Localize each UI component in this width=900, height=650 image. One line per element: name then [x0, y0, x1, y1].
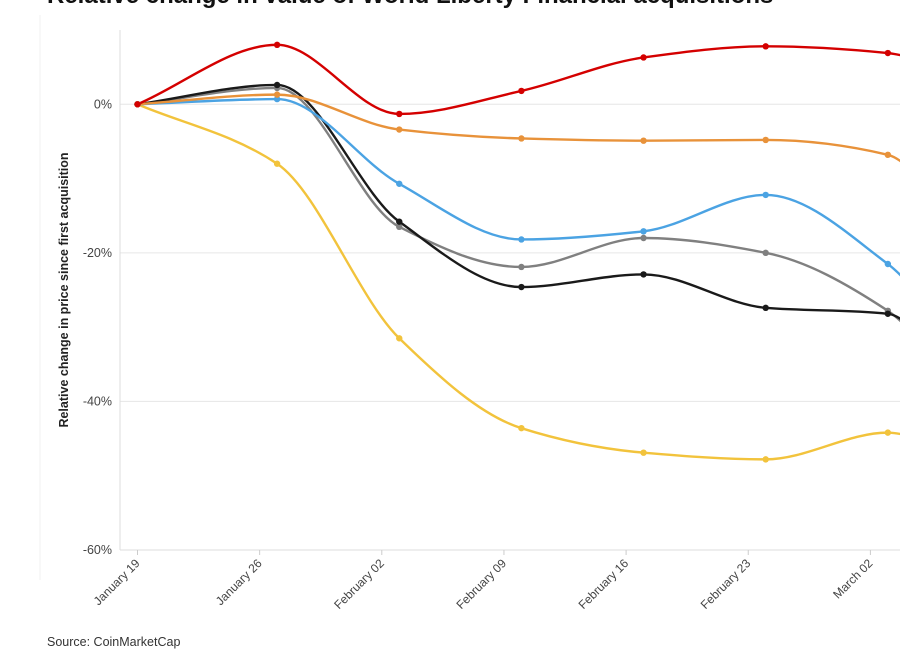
data-point-s4-2 — [396, 218, 403, 225]
data-point-s4-6 — [884, 310, 892, 317]
series-line-5 — [136, 103, 900, 461]
data-point-s0-5 — [762, 43, 769, 50]
chart-title: Relative change in value of World Libert… — [47, 0, 773, 9]
data-point-s5-4 — [640, 449, 647, 456]
series-line-2 — [136, 97, 900, 277]
data-point-s2-3 — [518, 236, 525, 243]
data-point-s0-4 — [640, 54, 647, 61]
data-point-s5-1 — [273, 160, 281, 167]
data-point-s1-5 — [762, 136, 769, 144]
data-point-s1-6 — [884, 151, 892, 158]
y-tick-label-0: 0% — [94, 97, 112, 111]
series-points — [134, 41, 892, 463]
x-tick-label-6: March 02 — [830, 556, 876, 602]
x-tick-labels: January 19 January 26 February 02 February … — [91, 556, 876, 612]
data-point-s5-2 — [396, 335, 403, 342]
data-point-s0-1 — [273, 41, 281, 49]
data-point-s1-1 — [273, 91, 281, 98]
axes — [39, 15, 900, 580]
data-point-s4-5 — [762, 304, 769, 312]
x-tick-label-5: February 23 — [698, 556, 754, 612]
y-tick-label-3: -60% — [83, 543, 112, 557]
y-axis-label: Relative change in price since first acq… — [57, 152, 71, 427]
series-line-3 — [136, 86, 900, 323]
data-point-s3-4 — [640, 234, 647, 242]
data-point-s3-5 — [762, 249, 769, 257]
data-point-s4-4 — [640, 271, 647, 278]
data-point-s1-3 — [518, 135, 525, 142]
data-point-s0-2 — [396, 110, 403, 118]
series-line-0 — [136, 43, 900, 116]
x-tick-label-4: February 16 — [576, 556, 632, 612]
data-point-s0-3 — [518, 87, 525, 95]
data-point-s4-1 — [273, 81, 281, 89]
data-point-s2-6 — [884, 260, 892, 268]
x-tick-label-0: January 19 — [91, 556, 143, 608]
data-point-s3-2 — [396, 223, 403, 231]
data-point-s5-5 — [762, 456, 769, 463]
data-point-s2-2 — [396, 180, 403, 187]
y-tick-labels: 0% -20% -40% -60% — [83, 97, 112, 557]
data-point-s2-1 — [273, 95, 281, 103]
x-tick-label-3: February 09 — [453, 556, 509, 612]
data-point-s5-6 — [884, 429, 892, 436]
series-lines — [136, 43, 900, 461]
data-point-s0-6 — [884, 49, 892, 57]
gridlines — [120, 103, 900, 551]
x-tick-label-1: January 26 — [213, 556, 265, 608]
series-line-4 — [136, 83, 900, 320]
series-line-1 — [136, 93, 900, 163]
data-point-s5-3 — [518, 424, 525, 432]
data-point-s1-4 — [640, 137, 647, 144]
data-point-s4-3 — [518, 283, 525, 291]
data-point-s0-0 — [134, 101, 141, 108]
source-note: Source: CoinMarketCap — [47, 635, 181, 649]
y-tick-label-2: -40% — [83, 394, 112, 408]
y-tick-label-1: -20% — [83, 246, 112, 260]
x-tick-label-2: February 02 — [331, 556, 387, 612]
data-point-s2-4 — [640, 228, 647, 235]
data-point-s2-5 — [762, 191, 769, 199]
data-point-s3-3 — [518, 263, 525, 271]
data-point-s1-2 — [396, 126, 403, 133]
